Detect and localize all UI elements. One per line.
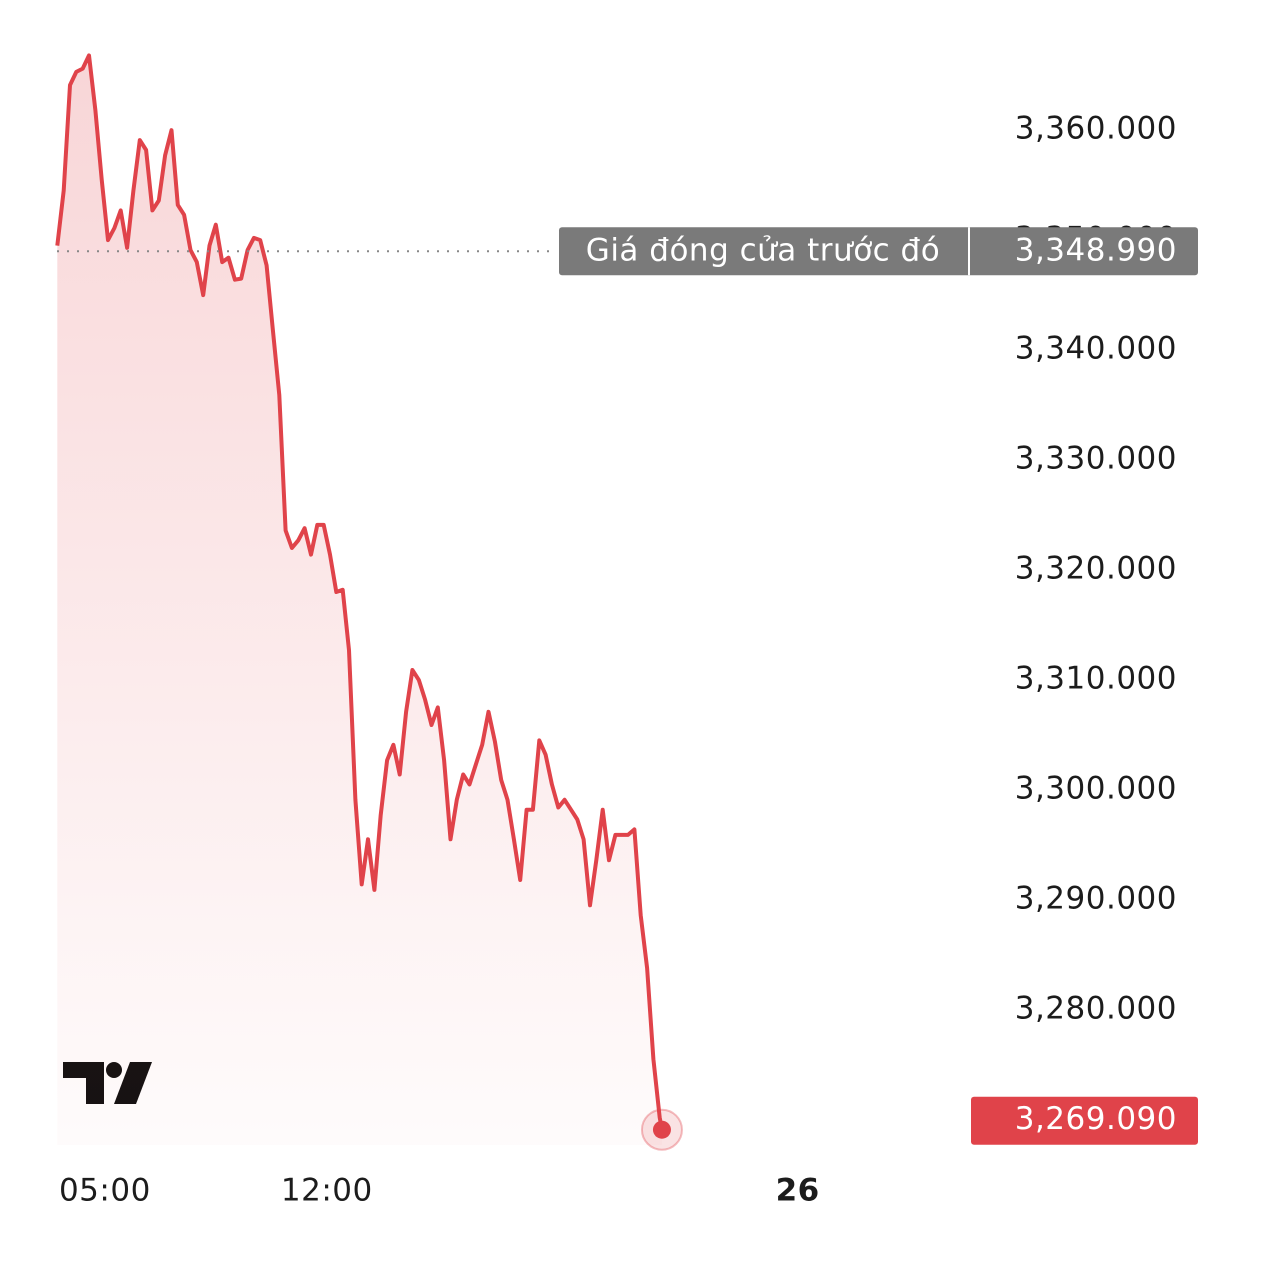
reference-label: Giá đóng cửa trước đó (586, 233, 940, 269)
reference-value-label: 3,348.990 (1015, 233, 1177, 269)
reference-label-box (559, 227, 1198, 276)
last-point (652, 1120, 671, 1139)
y-tick-label: 3,320.000 (1015, 550, 1177, 586)
x-tick-label: 05:00 (59, 1173, 151, 1209)
y-tick-label: 3,360.000 (1015, 111, 1177, 147)
last-price-label: 3,269.090 (1015, 1101, 1177, 1137)
y-tick-label: 3,300.000 (1015, 770, 1177, 806)
x-tick-label: 26 (776, 1173, 820, 1209)
x-tick-label: 12:00 (281, 1173, 373, 1209)
y-tick-label: 3,330.000 (1015, 441, 1177, 477)
y-tick-label: 3,280.000 (1015, 990, 1177, 1026)
price-line (55, 53, 664, 1131)
area (57, 55, 663, 1145)
y-tick-label: 3,310.000 (1015, 660, 1177, 696)
y-tick-label: 3,290.000 (1015, 880, 1177, 916)
y-tick-label: 3,340.000 (1015, 331, 1177, 367)
last-price-box (971, 1096, 1198, 1145)
